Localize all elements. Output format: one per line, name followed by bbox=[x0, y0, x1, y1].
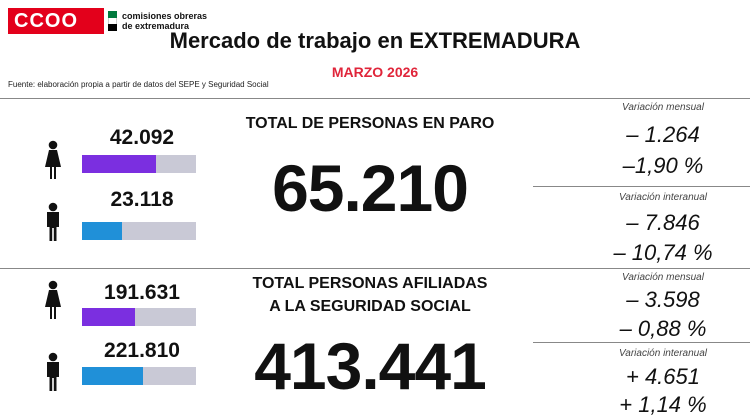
divider-middle bbox=[0, 268, 750, 269]
woman-icon bbox=[45, 280, 61, 319]
paro-men-value: 23.118 bbox=[110, 188, 174, 211]
afiliados-mensual-abs: – 3.598 bbox=[626, 287, 700, 312]
man-icon bbox=[47, 202, 59, 241]
paro-women-bar-fill bbox=[82, 155, 156, 173]
page-title: Mercado de trabajo en EXTREMADURA bbox=[169, 28, 581, 53]
paro-women-value: 42.092 bbox=[109, 126, 175, 149]
afiliados-women-value: 191.631 bbox=[104, 281, 180, 304]
logo-box: CCOO bbox=[8, 8, 104, 34]
man-icon bbox=[47, 352, 59, 391]
logo-text: CCOO bbox=[14, 10, 78, 32]
paro-men-bar bbox=[82, 222, 196, 240]
ccoo-logo: CCOO comisiones obreras de extremadura bbox=[8, 8, 213, 34]
paro-men-bar-fill bbox=[82, 222, 123, 240]
paro-mensual-label: Variación mensual bbox=[622, 102, 704, 113]
afiliados-men-bar-fill bbox=[82, 367, 144, 385]
afiliados-mensual-pct: – 0,88 % bbox=[619, 316, 707, 341]
divider-top bbox=[0, 98, 750, 99]
afiliados-men-bar bbox=[82, 367, 196, 385]
afiliados-interanual-abs: + 4.651 bbox=[625, 364, 700, 389]
divider-afiliados-variations bbox=[533, 342, 750, 343]
afiliados-men-value: 221.810 bbox=[104, 339, 180, 362]
paro-title: TOTAL DE PERSONAS EN PARO bbox=[245, 115, 495, 132]
afiliados-women-bar-fill bbox=[82, 308, 135, 326]
extremadura-flag-icon bbox=[108, 11, 117, 31]
afiliados-title: TOTAL PERSONAS AFILIADAS A LA SEGURIDAD … bbox=[252, 275, 488, 315]
source-note: Fuente: elaboración propia a partir de d… bbox=[8, 80, 269, 89]
afiliados-mensual-label: Variación mensual bbox=[622, 272, 704, 283]
divider-paro-variations bbox=[533, 186, 750, 187]
paro-interanual-abs: – 7.846 bbox=[626, 210, 700, 235]
page-subtitle: MARZO 2026 bbox=[331, 64, 419, 80]
paro-total: 65.210 bbox=[272, 151, 469, 225]
afiliados-interanual-pct: + 1,14 % bbox=[619, 392, 707, 417]
paro-mensual-pct: –1,90 % bbox=[622, 153, 704, 178]
afiliados-total: 413.441 bbox=[254, 329, 487, 403]
afiliados-interanual-label: Variación interanual bbox=[618, 348, 708, 359]
paro-interanual-pct: – 10,74 % bbox=[613, 240, 713, 265]
paro-women-bar bbox=[82, 155, 196, 173]
afiliados-women-bar bbox=[82, 308, 196, 326]
paro-interanual-label: Variación interanual bbox=[618, 192, 708, 203]
paro-mensual-abs: – 1.264 bbox=[626, 122, 700, 147]
woman-icon bbox=[45, 140, 61, 179]
logo-subtitle: comisiones obreras de extremadura bbox=[122, 11, 208, 31]
